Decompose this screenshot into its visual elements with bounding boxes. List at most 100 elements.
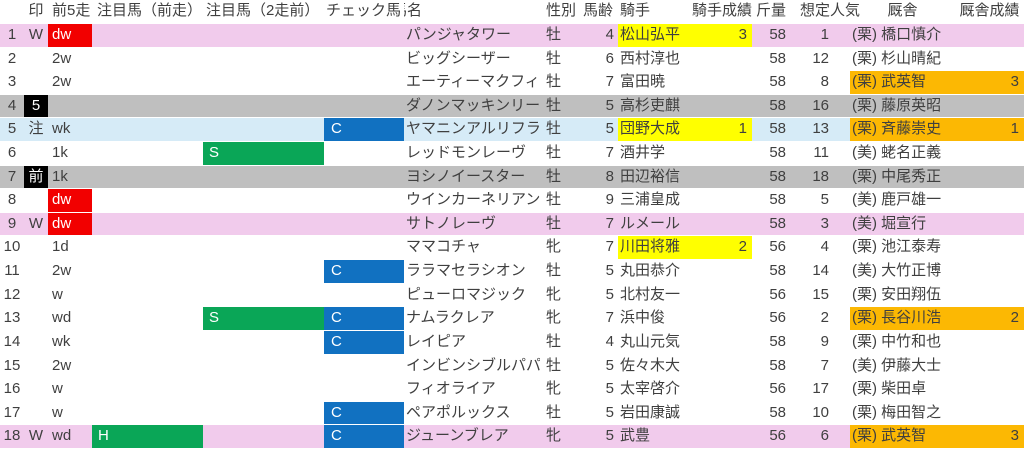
check-horse-cell (324, 378, 404, 401)
popularity-cell: 17 (812, 380, 829, 398)
stable-name: (美) 伊藤大士 (852, 356, 942, 374)
popularity-cell: 5 (820, 191, 829, 209)
stable-result-cell (955, 402, 1024, 425)
table-row[interactable]: 3 2w エーティーマクフィ 牡 7 富田暁 58 8 (栗) 武英智 3 (0, 71, 1024, 95)
mark-cell (24, 355, 48, 378)
attention-prev2-cell (203, 260, 324, 283)
popularity-cell: 2 (820, 309, 829, 327)
row-number: 8 (7, 191, 17, 209)
row-number: 1 (7, 26, 17, 43)
attention-prev2-cell: S (203, 307, 324, 330)
attention-prev-cell (92, 236, 203, 259)
col-header-mark: 印 (28, 2, 44, 19)
check-horse-cell (324, 71, 404, 94)
popularity-cell: 3 (820, 214, 829, 232)
jockey-name: 高杉吏麒 (620, 96, 681, 114)
col-header-check: チェック馬 (326, 2, 402, 19)
weight-cell: 58 (769, 73, 786, 91)
jockey-result-cell (692, 355, 752, 378)
age-cell: 6 (605, 49, 614, 67)
row-number: 5 (7, 120, 17, 138)
horse-name: ペアポルックス (406, 403, 511, 421)
table-row[interactable]: 7 前 1k ヨシノイースター 牡 8 田辺裕信 58 18 (栗) 中尾秀正 (0, 165, 1024, 190)
jockey-result-cell (692, 166, 752, 189)
mark-cell (24, 331, 48, 354)
last5-runs-cell: wd (52, 309, 72, 327)
stable-name: (栗) 梅田智之 (852, 403, 942, 421)
table-row[interactable]: 6 1k S レッドモンレーヴ 牡 7 酒井学 58 11 (美) 蛯名正義 (0, 142, 1024, 166)
stable-result-cell (955, 213, 1024, 236)
table-row[interactable]: 10 1d ママコチャ 牝 7 川田将雅 2 56 4 (栗) 池江泰寿 (0, 236, 1024, 261)
popularity-cell: 6 (820, 427, 829, 445)
jockey-result-cell (692, 284, 752, 307)
last5-runs-cell: 1k (52, 144, 68, 162)
weight-cell: 58 (769, 26, 786, 43)
popularity-cell: 18 (812, 167, 829, 185)
popularity-cell: 13 (812, 120, 829, 138)
last5-runs-cell: 2w (52, 356, 72, 374)
weight-cell: 56 (769, 427, 786, 445)
table-row[interactable]: 17 w C ペアポルックス 牡 5 岩田康誠 58 10 (栗) 梅田智之 (0, 401, 1024, 426)
attention-prev2-cell (203, 355, 324, 378)
table-row[interactable]: 2 2w ビッグシーザー 牡 6 西村淳也 58 12 (栗) 杉山晴紀 (0, 47, 1024, 72)
popularity-cell: 7 (820, 356, 829, 374)
jockey-name: 西村淳也 (620, 49, 681, 67)
row-number: 14 (3, 332, 21, 350)
mark-cell (24, 378, 48, 401)
jockey-result-cell (692, 213, 752, 236)
attention-prev-cell: H (92, 425, 203, 448)
last5-runs-cell: wd (52, 427, 72, 445)
weight-cell: 58 (769, 332, 786, 350)
table-row[interactable]: 18 W wd H C ジューンブレア 牝 5 武豊 56 6 (栗) 武英智 … (0, 425, 1024, 449)
last5-runs-cell: w (52, 403, 63, 421)
jockey-name: 丸山元気 (620, 332, 681, 350)
horse-name: ナムラクレア (406, 309, 495, 327)
table-row[interactable]: 5 注 wk C ヤマニンアルリフラ 牡 5 団野大成 1 58 13 (栗) … (0, 118, 1024, 143)
table-row[interactable]: 11 2w C ララマセラシオン 牡 5 丸田恭介 58 14 (美) 大竹正博 (0, 260, 1024, 284)
popularity-cell: 14 (812, 262, 829, 280)
jockey-name: 北村友一 (620, 285, 681, 303)
table-row[interactable]: 16 w フィオライア 牝 5 太宰啓介 56 17 (栗) 柴田卓 (0, 378, 1024, 402)
age-cell: 9 (605, 191, 614, 209)
check-horse-cell (324, 236, 404, 259)
popularity-cell: 11 (813, 144, 829, 162)
table-row[interactable]: 9 W dw サトノレーヴ 牡 7 ルメール 58 3 (美) 堀宣行 (0, 212, 1024, 237)
age-cell: 5 (605, 380, 614, 398)
weight-cell: 56 (769, 309, 786, 327)
sex-cell: 牡 (546, 403, 562, 421)
horse-name: ピューロマジック (406, 285, 527, 303)
stable-name: (美) 鹿戸雄一 (852, 191, 942, 209)
table-row[interactable]: 14 wk C レイピア 牡 4 丸山元気 58 9 (栗) 中竹和也 (0, 330, 1024, 355)
attention-prev-cell (92, 189, 203, 212)
row-number: 18 (3, 427, 21, 445)
col-header-rownum (0, 0, 24, 24)
jockey-result-cell (692, 378, 752, 401)
popularity-cell: 15 (812, 285, 829, 303)
table-row[interactable]: 4 5 ダノンマッキンリー 牡 5 高杉吏麒 58 16 (栗) 藤原英昭 (0, 94, 1024, 119)
last5-runs-cell: dw (48, 212, 92, 236)
mark-cell: W (28, 214, 44, 232)
table-row[interactable]: 12 w ピューロマジック 牝 5 北村友一 56 15 (栗) 安田翔伍 (0, 283, 1024, 308)
jockey-result-cell (692, 425, 752, 448)
table-row[interactable]: 13 wd S C ナムラクレア 牝 7 浜中俊 56 2 (栗) 長谷川浩 2 (0, 307, 1024, 331)
sex-cell: 牡 (546, 332, 562, 350)
horse-name: インビンシブルパパ (406, 356, 540, 374)
jockey-result-cell (692, 189, 752, 212)
table-row[interactable]: 1 W dw パンジャタワー 牡 4 松山弘平 3 58 1 (栗) 橋口慎介 (0, 24, 1024, 48)
mark-cell (24, 284, 48, 307)
age-cell: 7 (605, 73, 614, 91)
table-row[interactable]: 15 2w インビンシブルパパ 牡 5 佐々木大 58 7 (美) 伊藤大士 (0, 354, 1024, 379)
row-number: 3 (7, 73, 17, 91)
check-horse-cell: C (324, 307, 404, 330)
horse-name: ビッグシーザー (406, 49, 511, 67)
attention-prev2-cell (203, 284, 324, 307)
weight-cell: 58 (769, 96, 786, 114)
col-header-last5: 前5走 (52, 2, 91, 19)
attention-prev-cell (92, 48, 203, 71)
mark-cell (24, 142, 48, 165)
popularity-cell: 8 (820, 73, 829, 91)
horse-name: サトノレーヴ (406, 214, 497, 232)
horse-name: ウインカーネリアン (406, 191, 540, 209)
table-row[interactable]: 8 dw ウインカーネリアン 牡 9 三浦皇成 58 5 (美) 鹿戸雄一 (0, 189, 1024, 213)
